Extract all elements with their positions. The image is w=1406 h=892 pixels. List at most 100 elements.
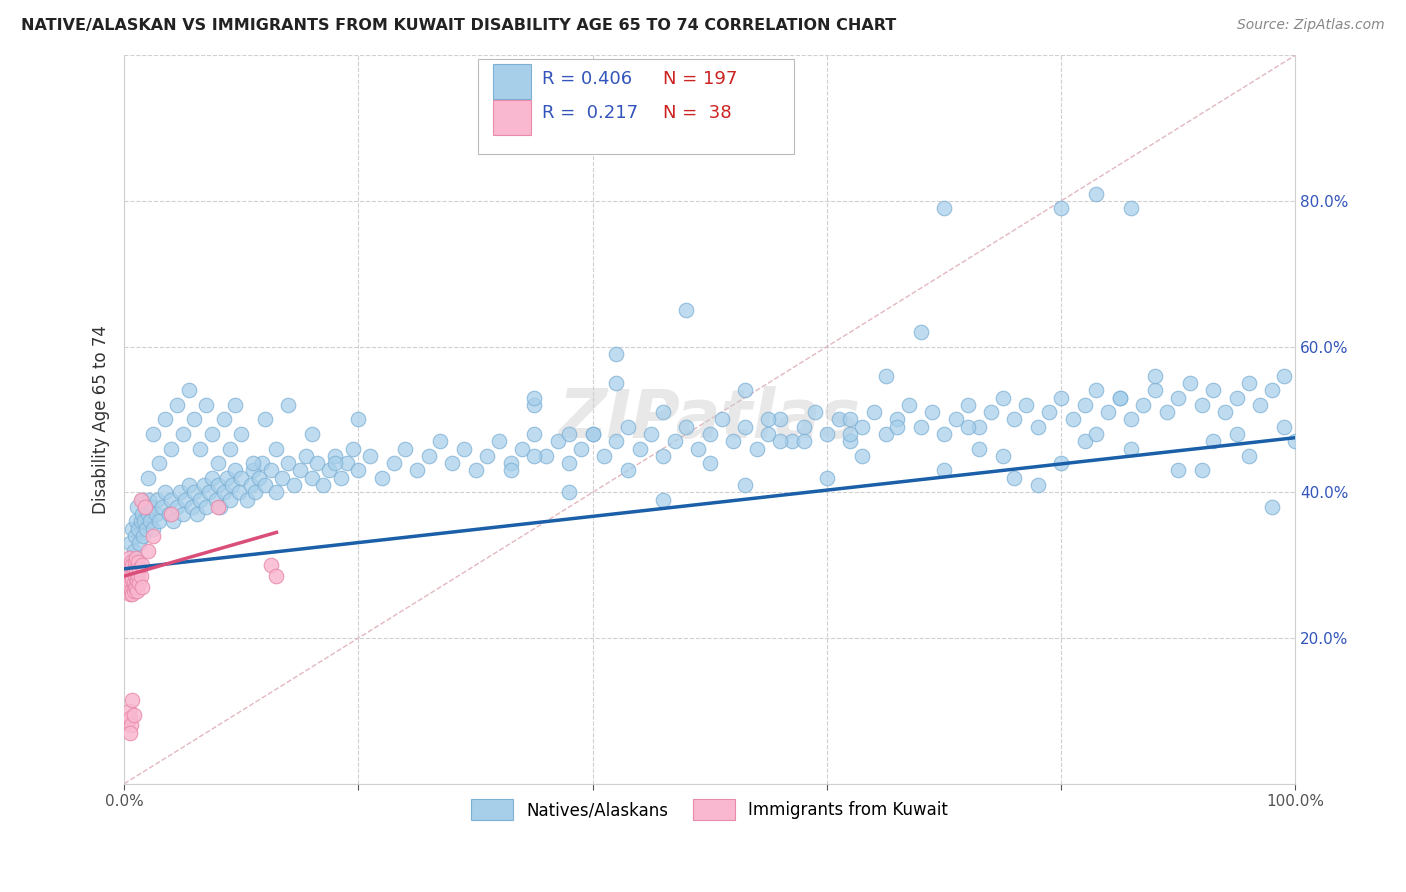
Point bbox=[266, 569, 288, 583]
Point bbox=[124, 580, 146, 594]
Point bbox=[1191, 398, 1213, 412]
Point bbox=[122, 576, 145, 591]
Point bbox=[605, 347, 627, 361]
Point bbox=[277, 398, 299, 412]
Point bbox=[120, 566, 142, 580]
Point bbox=[956, 419, 979, 434]
Point bbox=[956, 398, 979, 412]
Point bbox=[617, 463, 640, 477]
Point bbox=[1085, 384, 1108, 398]
Point bbox=[218, 442, 240, 456]
Point bbox=[121, 587, 143, 601]
Point bbox=[160, 492, 183, 507]
Point bbox=[1178, 376, 1201, 390]
Point bbox=[224, 398, 246, 412]
Point bbox=[188, 442, 211, 456]
Point bbox=[558, 485, 581, 500]
Point bbox=[605, 434, 627, 449]
Text: ZIPatlas: ZIPatlas bbox=[558, 386, 860, 452]
Point bbox=[1085, 186, 1108, 201]
Point bbox=[120, 718, 142, 732]
Point bbox=[188, 492, 211, 507]
Point bbox=[1108, 391, 1130, 405]
Point bbox=[1050, 201, 1073, 215]
Point bbox=[1167, 463, 1189, 477]
Point bbox=[745, 442, 768, 456]
Point bbox=[734, 419, 756, 434]
Point bbox=[418, 449, 440, 463]
Point bbox=[277, 456, 299, 470]
Point bbox=[127, 569, 149, 583]
Point bbox=[699, 456, 721, 470]
Point bbox=[134, 500, 156, 514]
Y-axis label: Disability Age 65 to 74: Disability Age 65 to 74 bbox=[93, 325, 110, 514]
Point bbox=[122, 583, 145, 598]
Point bbox=[851, 419, 873, 434]
Point bbox=[1249, 398, 1271, 412]
Point bbox=[1167, 391, 1189, 405]
Point bbox=[1050, 391, 1073, 405]
Point bbox=[307, 456, 329, 470]
Point bbox=[1202, 434, 1225, 449]
FancyBboxPatch shape bbox=[494, 64, 530, 99]
Point bbox=[172, 507, 194, 521]
Point bbox=[523, 427, 546, 442]
Point bbox=[247, 471, 270, 485]
Point bbox=[617, 419, 640, 434]
Point bbox=[675, 419, 697, 434]
Point bbox=[1156, 405, 1178, 419]
Point bbox=[228, 485, 250, 500]
Point bbox=[117, 580, 139, 594]
Point bbox=[125, 550, 148, 565]
Point bbox=[125, 550, 148, 565]
Point bbox=[204, 492, 226, 507]
Point bbox=[605, 376, 627, 390]
Point bbox=[162, 515, 184, 529]
Point bbox=[174, 492, 197, 507]
Point bbox=[1213, 405, 1236, 419]
Point bbox=[1261, 500, 1284, 514]
Point bbox=[453, 442, 475, 456]
Point bbox=[815, 471, 838, 485]
Point bbox=[253, 412, 276, 426]
Point bbox=[582, 427, 605, 442]
Point bbox=[224, 463, 246, 477]
Text: Source: ZipAtlas.com: Source: ZipAtlas.com bbox=[1237, 18, 1385, 32]
Point bbox=[172, 427, 194, 442]
Point bbox=[652, 405, 675, 419]
Point bbox=[1073, 398, 1095, 412]
Point bbox=[1237, 376, 1260, 390]
Point bbox=[394, 442, 416, 456]
Point bbox=[945, 412, 967, 426]
Point bbox=[259, 558, 281, 573]
Point bbox=[146, 492, 169, 507]
Point bbox=[382, 456, 405, 470]
Point bbox=[323, 449, 346, 463]
Point bbox=[207, 478, 229, 492]
Point bbox=[221, 478, 243, 492]
Point bbox=[253, 478, 276, 492]
Point bbox=[734, 384, 756, 398]
Point bbox=[155, 485, 177, 500]
Point bbox=[921, 405, 943, 419]
Point bbox=[991, 391, 1014, 405]
Point bbox=[464, 463, 486, 477]
Point bbox=[640, 427, 662, 442]
Point bbox=[1002, 412, 1025, 426]
Point bbox=[124, 554, 146, 568]
Point bbox=[122, 543, 145, 558]
Point bbox=[136, 507, 159, 521]
Point bbox=[118, 704, 141, 718]
Point bbox=[1226, 391, 1249, 405]
Point bbox=[122, 562, 145, 576]
Point bbox=[236, 492, 259, 507]
Point bbox=[932, 427, 955, 442]
Point bbox=[132, 529, 155, 543]
Point bbox=[1062, 412, 1084, 426]
Point bbox=[429, 434, 451, 449]
Point bbox=[201, 471, 224, 485]
Point bbox=[128, 576, 150, 591]
Point bbox=[120, 536, 142, 550]
Point bbox=[910, 419, 932, 434]
Point bbox=[688, 442, 710, 456]
